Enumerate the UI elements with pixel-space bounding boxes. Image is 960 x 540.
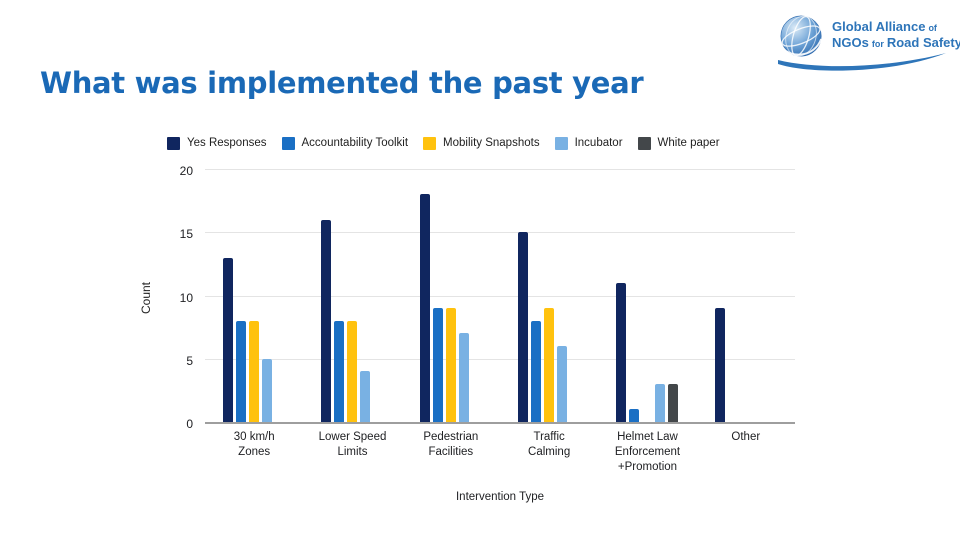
bar-group xyxy=(402,171,500,422)
bar xyxy=(616,282,627,422)
bar xyxy=(655,384,666,422)
chart-legend: Yes Responses Accountability Toolkit Mobil… xyxy=(167,136,855,150)
bar xyxy=(531,320,542,422)
legend-item: White paper xyxy=(637,136,720,150)
logo-line2-b: Road Safety xyxy=(886,35,960,51)
y-tick-label: 5 xyxy=(186,353,193,368)
x-axis-label: Helmet Law Enforcement +Promotion xyxy=(614,431,681,473)
x-axis-label: Pedestrian Facilities xyxy=(423,431,479,458)
legend-swatch-icon xyxy=(281,136,295,150)
y-axis-title: Count xyxy=(139,281,153,314)
x-axis-title: Intervention Type xyxy=(455,490,544,503)
legend-item: Incubator xyxy=(554,136,623,150)
bar-group xyxy=(205,171,303,422)
bar xyxy=(321,219,332,422)
legend-swatch-icon xyxy=(167,136,180,150)
x-axis-labels: 30 km/h Zones Lower Speed Limits Pedestria… xyxy=(205,430,795,475)
x-axis-label: Lower Speed Limits xyxy=(318,431,387,458)
bar xyxy=(714,308,725,422)
x-axis-label: 30 km/h Zones xyxy=(233,431,275,458)
bar-group xyxy=(500,171,598,422)
bar xyxy=(445,308,456,422)
bar xyxy=(223,257,234,422)
legend-swatch-icon xyxy=(554,136,568,150)
bar xyxy=(629,409,640,422)
bar-groups xyxy=(205,171,795,422)
bar-group xyxy=(697,171,795,422)
page-title: What was implemented the past year xyxy=(40,66,644,100)
legend-item: Mobility Snapshots xyxy=(423,136,540,150)
x-axis-label: Traffic Calming xyxy=(528,431,571,458)
gridline xyxy=(205,232,795,234)
y-tick-label: 0 xyxy=(186,417,193,431)
logo-line2-a: NGOs xyxy=(832,35,869,51)
legend-label: White paper xyxy=(657,137,720,149)
bar xyxy=(668,384,679,422)
bar xyxy=(262,358,273,422)
logo-line1: Global Alliance xyxy=(832,19,926,34)
logo-line1-small: of xyxy=(928,23,937,33)
bar xyxy=(419,194,430,422)
bar xyxy=(249,320,260,422)
y-axis-ticks: 0 5 10 15 20 xyxy=(157,164,193,431)
y-tick-label: 20 xyxy=(179,164,193,178)
bar xyxy=(518,232,529,422)
bar-chart: Yes Responses Accountability Toolkit Mobil… xyxy=(135,128,855,503)
legend-swatch-icon xyxy=(423,136,437,150)
legend-label: Mobility Snapshots xyxy=(443,137,540,149)
bar xyxy=(544,308,555,422)
bar-group xyxy=(598,171,696,422)
gridline xyxy=(205,169,795,170)
y-tick-label: 15 xyxy=(179,227,193,242)
bar-group xyxy=(303,171,401,422)
logo-global-alliance: Global Alliance of NGOs for Road Safety xyxy=(778,10,960,71)
bar xyxy=(458,333,469,422)
swoosh-icon xyxy=(778,53,946,71)
legend-label: Accountability Toolkit xyxy=(301,137,409,149)
legend-label: Incubator xyxy=(574,137,623,149)
logo-text: Global Alliance of NGOs for Road Safety xyxy=(832,19,960,52)
legend-item: Accountability Toolkit xyxy=(281,136,409,150)
legend-swatch-icon xyxy=(637,136,651,150)
globe-icon xyxy=(780,15,823,57)
legend-item: Yes Responses xyxy=(167,136,267,150)
bar xyxy=(334,320,345,422)
logo-line2-small: for xyxy=(871,39,884,50)
gridline xyxy=(205,295,795,297)
plot-area xyxy=(205,169,795,424)
bar xyxy=(360,371,371,422)
legend-label: Yes Responses xyxy=(187,137,267,149)
gridline xyxy=(205,358,795,360)
bar xyxy=(347,320,358,422)
bar xyxy=(557,346,568,422)
x-axis-label: Other xyxy=(731,431,761,443)
y-tick-label: 10 xyxy=(179,290,193,305)
bar xyxy=(432,308,443,422)
bar xyxy=(236,320,247,422)
